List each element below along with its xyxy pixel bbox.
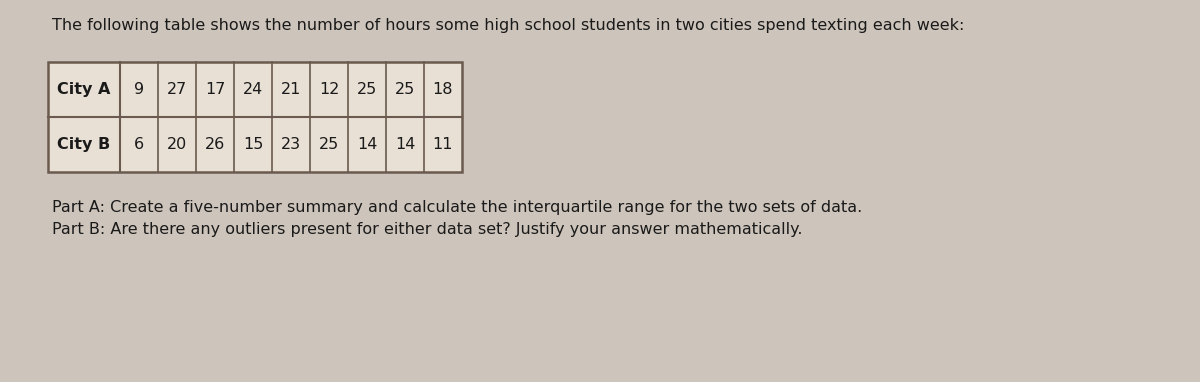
- Text: 9: 9: [134, 82, 144, 97]
- Text: 20: 20: [167, 137, 187, 152]
- Text: 25: 25: [356, 82, 377, 97]
- Text: City A: City A: [58, 82, 110, 97]
- Text: City B: City B: [58, 137, 110, 152]
- Text: Part B: Are there any outliers present for either data set? Justify your answer : Part B: Are there any outliers present f…: [52, 222, 803, 237]
- Text: 25: 25: [395, 82, 415, 97]
- Text: Part A: Create a five-number summary and calculate the interquartile range for t: Part A: Create a five-number summary and…: [52, 200, 863, 215]
- Text: 25: 25: [319, 137, 340, 152]
- Text: 12: 12: [319, 82, 340, 97]
- Text: 14: 14: [356, 137, 377, 152]
- Text: 27: 27: [167, 82, 187, 97]
- Text: 23: 23: [281, 137, 301, 152]
- Text: 6: 6: [134, 137, 144, 152]
- Text: 18: 18: [433, 82, 454, 97]
- Text: 24: 24: [242, 82, 263, 97]
- Text: 11: 11: [433, 137, 454, 152]
- Text: 21: 21: [281, 82, 301, 97]
- Bar: [48, 62, 462, 172]
- Text: 26: 26: [205, 137, 226, 152]
- Text: 17: 17: [205, 82, 226, 97]
- Text: The following table shows the number of hours some high school students in two c: The following table shows the number of …: [52, 18, 965, 33]
- Text: 14: 14: [395, 137, 415, 152]
- Bar: [48, 62, 462, 172]
- Text: 15: 15: [242, 137, 263, 152]
